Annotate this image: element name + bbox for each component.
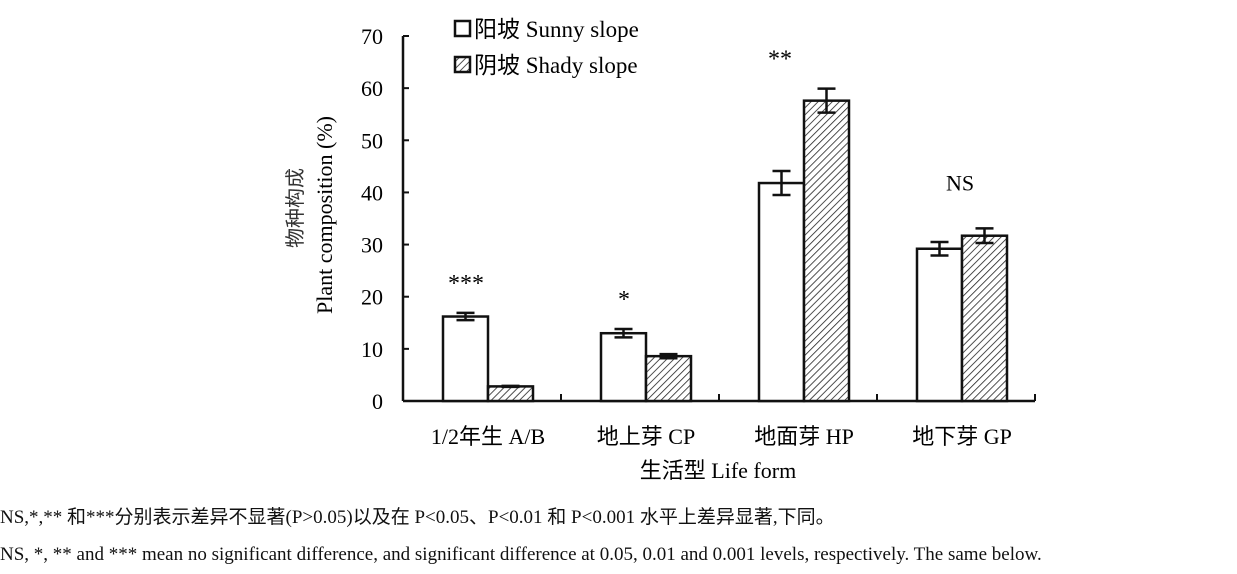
bar-sunny xyxy=(757,181,806,403)
error-bar xyxy=(456,311,475,322)
significance-label: NS xyxy=(946,170,974,195)
x-axis-label: 生活型 Life form xyxy=(640,458,796,480)
legend-label: 阴坡 Shady slope xyxy=(474,53,638,78)
error-bar xyxy=(772,169,791,197)
x-tick-label: 地上芽 CP xyxy=(597,424,695,449)
bar-sunny xyxy=(915,247,964,403)
y-tick-label: 60 xyxy=(361,76,383,101)
bar-shady xyxy=(486,385,535,403)
y-tick-label: 70 xyxy=(361,24,383,49)
error-bar xyxy=(501,384,520,389)
y-tick-label: 40 xyxy=(361,180,383,205)
bar-shady xyxy=(644,354,693,403)
footnote-en: NS, *, ** and *** mean no significant di… xyxy=(0,544,1042,565)
y-axis-label: Plant composition (%) xyxy=(312,116,337,314)
bar-sunny xyxy=(441,315,490,403)
x-tick-label: 地下芽 GP xyxy=(912,424,1012,449)
error-bar xyxy=(659,352,678,360)
y-tick-label: 10 xyxy=(361,337,383,362)
error-bar xyxy=(614,327,633,339)
y-axis-label-cn: 物种构成 xyxy=(283,168,307,248)
x-tick-label: 地面芽 HP xyxy=(754,424,854,449)
legend-swatch xyxy=(453,19,472,38)
bar-shady xyxy=(802,99,851,403)
y-tick-label: 20 xyxy=(361,285,383,310)
footnote-cn: NS,*,** 和***分别表示差异不显著(P>0.05)以及在 P<0.05、… xyxy=(0,507,835,528)
error-bar xyxy=(817,87,836,114)
significance-label: ** xyxy=(768,47,792,73)
significance-label: *** xyxy=(448,271,484,297)
x-tick-label: 1/2年生 A/B xyxy=(431,424,545,449)
legend-label: 阳坡 Sunny slope xyxy=(474,17,639,42)
error-bar xyxy=(930,240,949,257)
bar-chart: 0 10 20 30 40 50 60 70 1/2年生 A/B 地上芽 CP 地面芽 HP 地下芽 … xyxy=(283,17,1036,480)
bar-shady xyxy=(960,234,1009,403)
y-tick-label: 0 xyxy=(372,389,383,414)
y-tick-label: 30 xyxy=(361,233,383,258)
bar-sunny xyxy=(599,331,648,403)
significance-label: * xyxy=(618,287,630,313)
y-tick-label: 50 xyxy=(361,128,383,153)
legend-swatch xyxy=(453,55,472,74)
error-bar xyxy=(975,227,994,245)
